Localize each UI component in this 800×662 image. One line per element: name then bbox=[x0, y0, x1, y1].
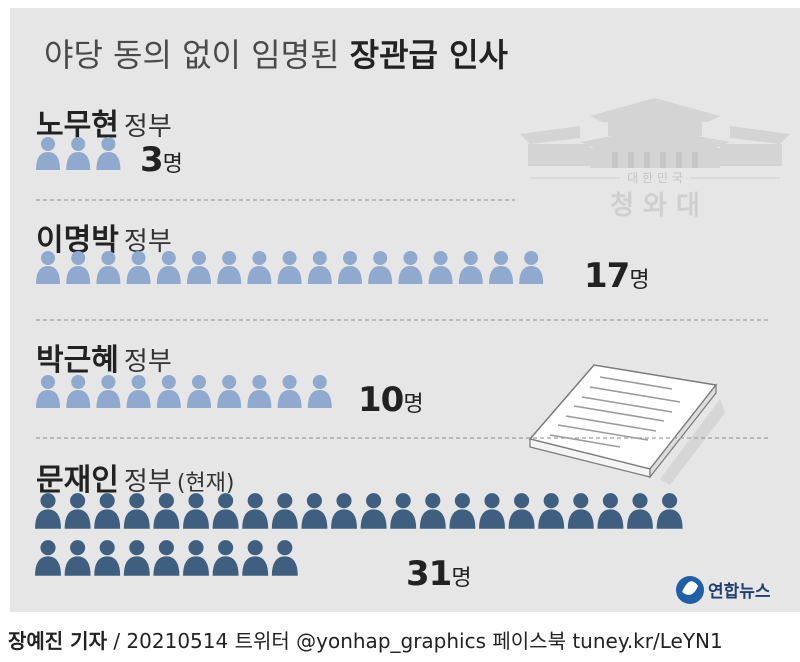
row-label-roh: 노무현 정부 bbox=[36, 100, 172, 144]
person-icon bbox=[519, 251, 544, 284]
person-icon bbox=[360, 493, 387, 529]
person-icon bbox=[96, 375, 121, 408]
person-icon bbox=[242, 540, 269, 576]
person-icon bbox=[35, 540, 61, 576]
person-icon bbox=[277, 375, 302, 408]
person-icon bbox=[64, 493, 91, 529]
person-icon bbox=[66, 137, 91, 170]
row-label-park: 박근혜 정부 bbox=[36, 335, 172, 379]
person-icon bbox=[94, 540, 121, 576]
person-icon bbox=[156, 251, 181, 284]
person-icon bbox=[96, 251, 121, 284]
person-icon bbox=[217, 251, 242, 284]
person-icon bbox=[94, 493, 121, 529]
count-value: 10 bbox=[358, 380, 404, 420]
person-icon bbox=[36, 375, 60, 408]
person-icon bbox=[212, 493, 239, 529]
person-icon bbox=[271, 493, 298, 529]
person-icon bbox=[331, 493, 357, 529]
footer bbox=[0, 614, 800, 662]
person-icon bbox=[428, 251, 453, 284]
person-icon bbox=[567, 493, 594, 529]
gov-name: 박근혜 bbox=[36, 343, 119, 378]
blue-house-illustration: 대 한 민 국 청 와 대 bbox=[520, 98, 790, 221]
person-icon bbox=[398, 251, 423, 284]
count-value: 31 bbox=[406, 554, 452, 594]
person-icon bbox=[156, 375, 181, 408]
person-icon bbox=[187, 375, 211, 408]
person-icon bbox=[66, 375, 91, 408]
person-icon bbox=[419, 493, 446, 529]
person-icon bbox=[538, 493, 565, 529]
person-icon bbox=[183, 540, 209, 576]
gov-suffix: 정부 bbox=[123, 347, 172, 377]
person-icon bbox=[247, 251, 272, 284]
person-icon bbox=[489, 251, 513, 284]
count-lee: 17명 bbox=[584, 256, 650, 296]
person-icon bbox=[597, 493, 624, 529]
person-icon bbox=[153, 540, 180, 576]
person-icon bbox=[126, 375, 151, 408]
blue-house-small-text: 대 한 민 국 bbox=[627, 171, 683, 185]
person-icon bbox=[390, 493, 417, 529]
credit-line: 장예진 기자 / 20210514 트위터 @yonhap_graphics 페… bbox=[8, 625, 723, 654]
gov-suffix: 정부 bbox=[123, 112, 172, 142]
person-icon bbox=[64, 540, 91, 576]
gov-extra: (현재) bbox=[176, 471, 235, 496]
blue-house-name: 청 와 대 bbox=[610, 191, 700, 221]
gov-name: 문재인 bbox=[36, 463, 119, 498]
logo-text: 연합뉴스 bbox=[708, 581, 771, 602]
person-icon bbox=[126, 251, 151, 284]
count-park: 10명 bbox=[358, 380, 424, 420]
title-bold: 장관급 인사 bbox=[349, 36, 508, 74]
person-icon bbox=[217, 375, 242, 408]
count-unit: 명 bbox=[629, 268, 650, 293]
yonhap-logo-mark: 연합뉴스 bbox=[676, 576, 771, 604]
person-icon bbox=[153, 493, 180, 529]
person-icon bbox=[66, 251, 91, 284]
person-icon bbox=[242, 493, 269, 529]
count-unit: 명 bbox=[403, 392, 424, 417]
person-icon bbox=[271, 540, 298, 576]
person-icon bbox=[123, 540, 150, 576]
person-icon bbox=[338, 251, 362, 284]
person-icon bbox=[35, 493, 61, 529]
count-roh: 3명 bbox=[140, 140, 183, 180]
person-icon bbox=[247, 375, 272, 408]
person-icon bbox=[627, 493, 653, 529]
credit-rest: / 20210514 트위터 @yonhap_graphics 페이스북 tun… bbox=[113, 629, 723, 653]
person-icon bbox=[449, 493, 476, 529]
person-icon bbox=[301, 493, 328, 529]
count-moon: 31명 bbox=[406, 554, 472, 594]
person-icon bbox=[96, 137, 121, 170]
count-unit: 명 bbox=[162, 152, 183, 177]
count-value: 3 bbox=[140, 140, 164, 180]
count-unit: 명 bbox=[451, 566, 472, 591]
gov-suffix: 정부 bbox=[123, 227, 172, 257]
person-icon bbox=[508, 493, 535, 529]
person-icon bbox=[187, 251, 211, 284]
person-icon bbox=[277, 251, 302, 284]
person-icon bbox=[183, 493, 209, 529]
yonhap-logo: 연합뉴스 bbox=[672, 570, 792, 614]
document-illustration bbox=[528, 364, 725, 485]
person-icon bbox=[458, 251, 483, 284]
person-icon bbox=[307, 375, 332, 408]
person-icon bbox=[36, 137, 60, 170]
gov-suffix: 정부 bbox=[123, 467, 172, 497]
count-value: 17 bbox=[584, 256, 630, 296]
person-icon bbox=[212, 540, 239, 576]
page-title: 야당 동의 없이 임명된 장관급 인사 bbox=[44, 30, 508, 76]
row-label-moon: 문재인 정부 (현재) bbox=[36, 455, 235, 499]
person-icon bbox=[36, 251, 60, 284]
person-icon bbox=[479, 493, 505, 529]
reporter-name: 장예진 기자 bbox=[8, 629, 107, 653]
person-icon bbox=[123, 493, 150, 529]
title-normal: 야당 동의 없이 임명된 bbox=[44, 36, 340, 74]
person-icon bbox=[368, 251, 393, 284]
person-icon bbox=[307, 251, 332, 284]
person-icon bbox=[656, 493, 683, 529]
